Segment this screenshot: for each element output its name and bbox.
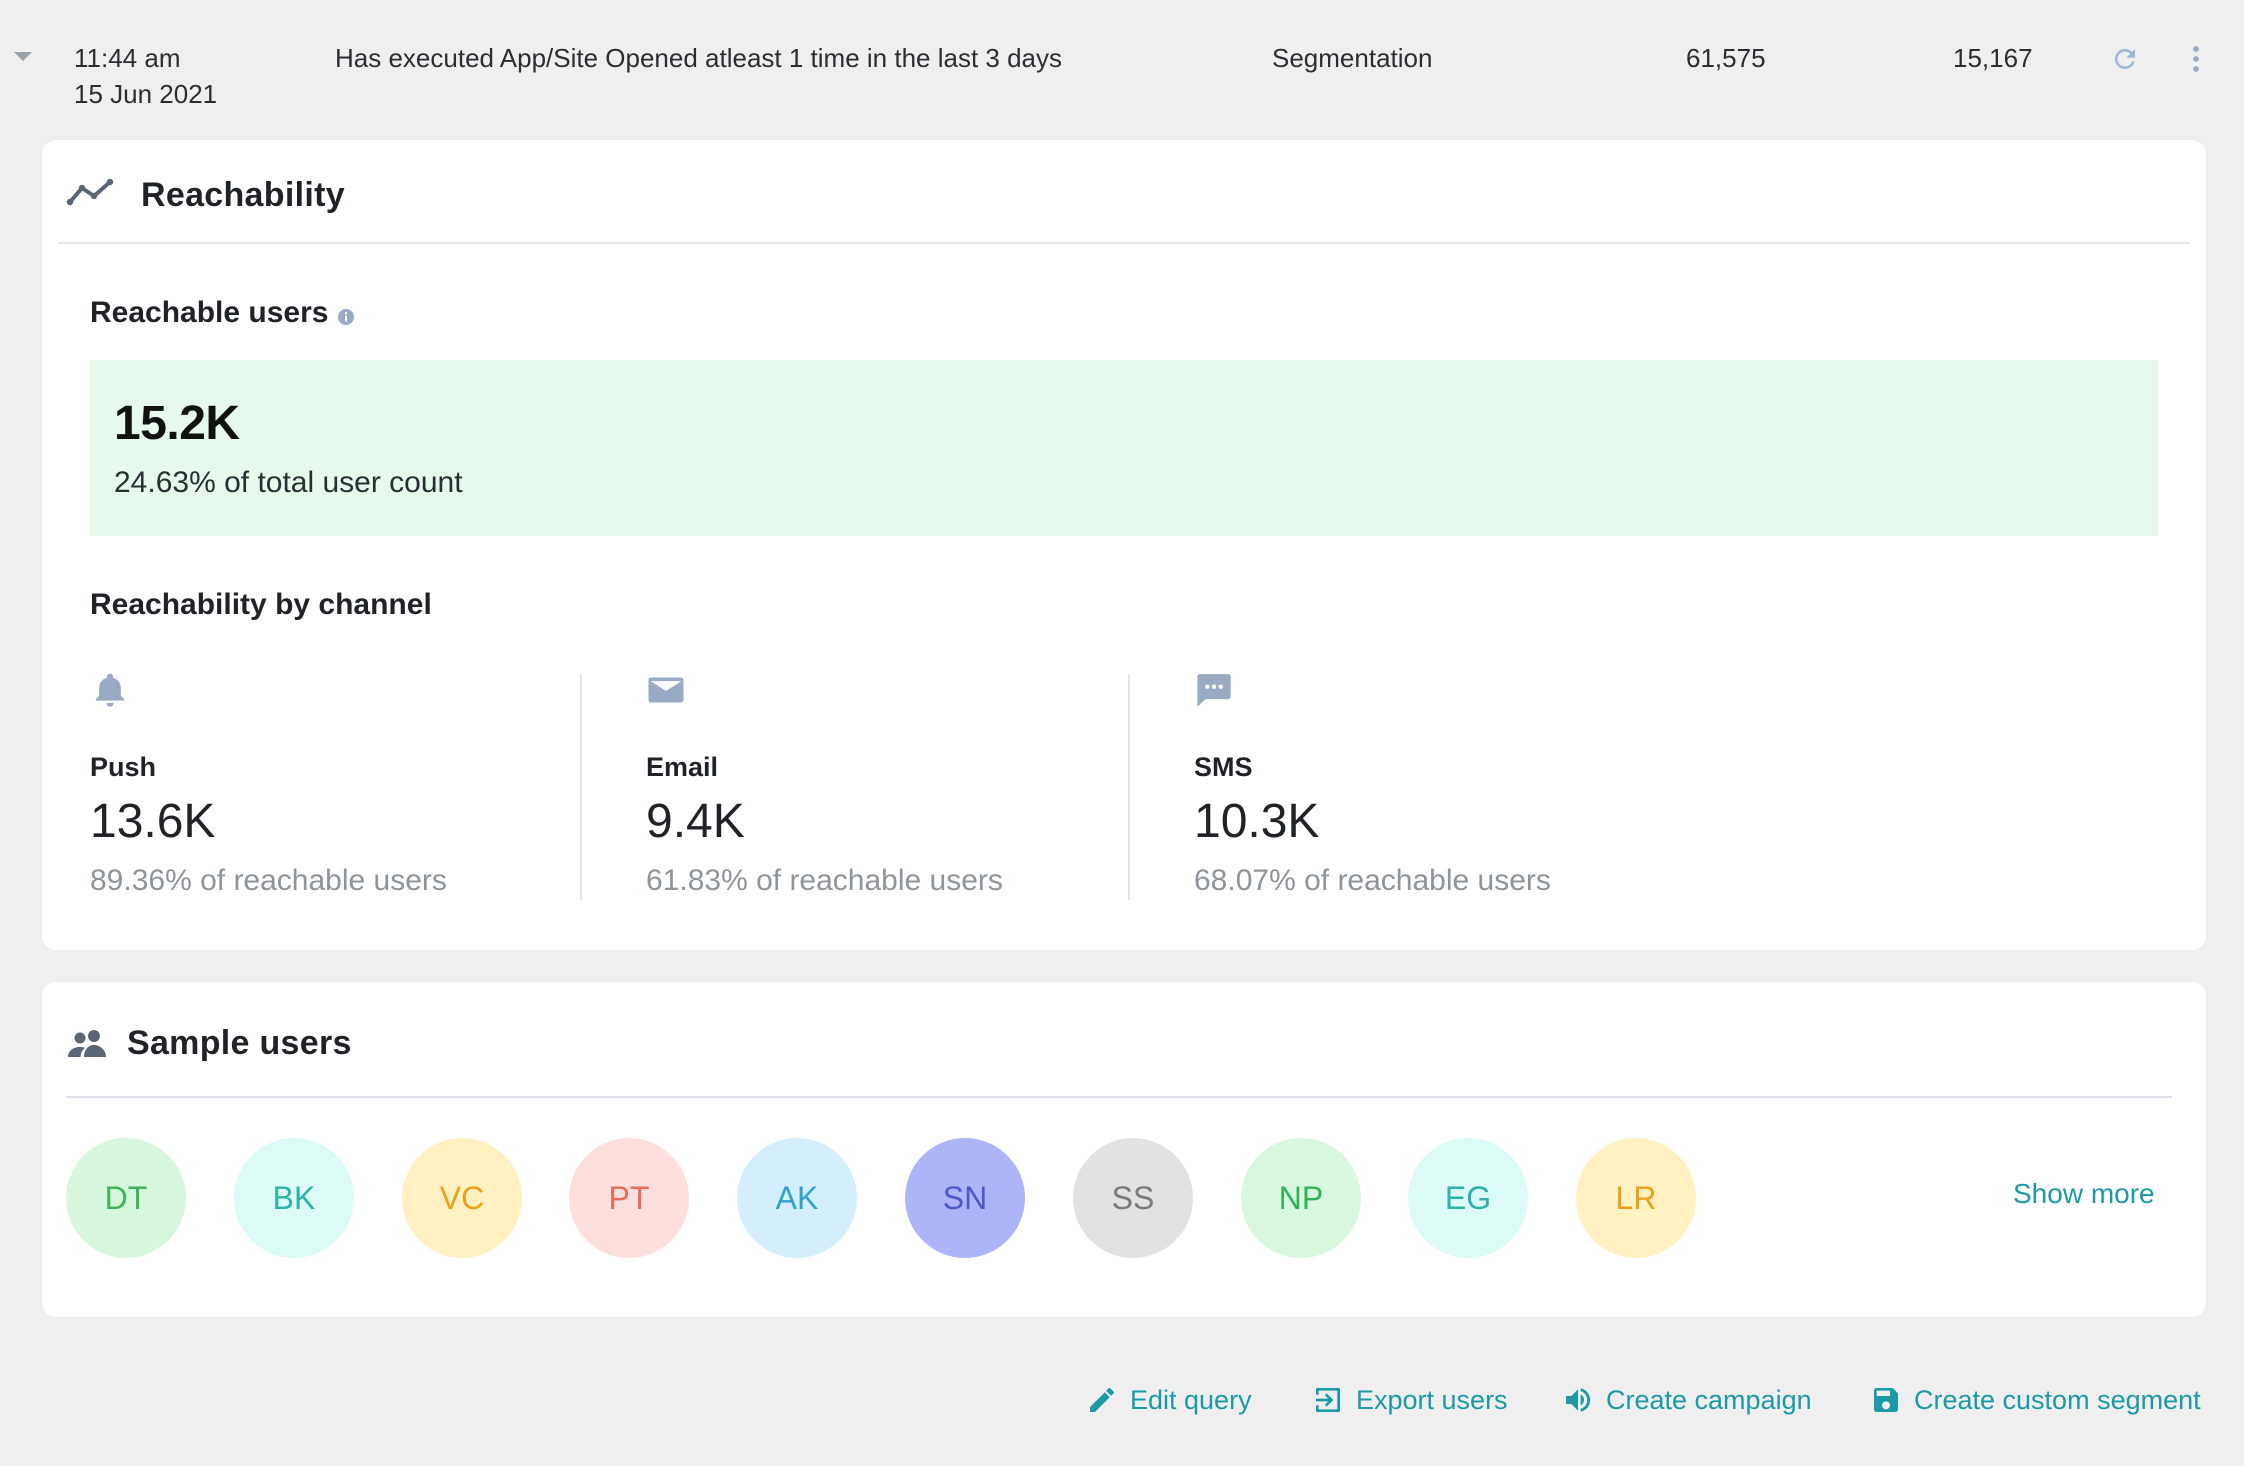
header-divider — [66, 1096, 2172, 1098]
user-avatar[interactable]: VC — [402, 1138, 522, 1258]
channel-sms: SMS 10.3K 68.07% of reachable users — [1194, 670, 1694, 902]
channel-push: Push 13.6K 89.36% of reachable users — [90, 670, 590, 902]
sample-users-header: Sample users — [42, 982, 2206, 1084]
reachability-by-channel-label: Reachability by channel — [90, 588, 432, 621]
reachability-card: Reachability Reachable users 15.2K 24.63… — [42, 140, 2206, 950]
user-initials: AK — [775, 1179, 819, 1216]
user-initials: EG — [1444, 1179, 1492, 1216]
channel-value: 13.6K — [90, 795, 216, 848]
user-initials: VC — [439, 1179, 485, 1216]
edit-query-label: Edit query — [1130, 1384, 1252, 1415]
user-avatar[interactable]: AK — [737, 1138, 857, 1258]
user-avatar[interactable]: SS — [1073, 1138, 1193, 1258]
reachable-users-value: 15.2K — [114, 397, 240, 450]
user-initials: LR — [1615, 1179, 1657, 1216]
user-initials: SN — [942, 1179, 988, 1216]
user-initials: DT — [104, 1179, 148, 1216]
mail-icon — [648, 677, 684, 703]
reachable-user-count: 15,167 — [1953, 43, 2033, 73]
user-initials: SS — [1111, 1179, 1155, 1216]
collapse-caret-icon[interactable] — [14, 52, 32, 61]
chat-icon — [1197, 674, 1231, 707]
sample-users-title: Sample users — [127, 1024, 352, 1062]
total-user-count: 61,575 — [1686, 43, 1766, 73]
row-time: 11:44 am — [74, 43, 181, 73]
user-avatar[interactable]: SN — [905, 1138, 1025, 1258]
info-icon[interactable] — [337, 308, 355, 326]
more-options-icon[interactable] — [2190, 44, 2202, 74]
save-icon — [1874, 1388, 1898, 1412]
channel-value: 10.3K — [1194, 795, 1320, 848]
export-users-button[interactable]: Export users — [1312, 1380, 1508, 1420]
user-initials: PT — [608, 1179, 650, 1216]
pencil-icon — [1090, 1388, 1114, 1412]
show-more-link[interactable]: Show more — [2013, 1178, 2155, 1209]
export-icon — [1316, 1388, 1340, 1412]
query-description: Has executed App/Site Opened atleast 1 t… — [335, 43, 1062, 73]
timestamp: 11:44 am 15 Jun 2021 — [74, 40, 217, 112]
channel-value: 9.4K — [646, 795, 745, 848]
user-avatar[interactable]: EG — [1408, 1138, 1528, 1258]
row-date: 15 Jun 2021 — [74, 79, 218, 109]
channel-email: Email 9.4K 61.83% of reachable users — [646, 670, 1146, 902]
user-avatar[interactable]: BK — [234, 1138, 354, 1258]
channel-percentage: 68.07% of reachable users — [1194, 864, 1551, 897]
reachability-header: Reachability — [42, 140, 2206, 242]
trend-line-icon — [66, 178, 114, 206]
user-avatar[interactable]: LR — [1576, 1138, 1696, 1258]
user-initials: NP — [1278, 1179, 1324, 1216]
channel-separator — [1128, 674, 1130, 900]
edit-query-button[interactable]: Edit query — [1086, 1380, 1252, 1420]
create-custom-segment-label: Create custom segment — [1914, 1384, 2201, 1415]
channel-name: SMS — [1194, 752, 1253, 782]
export-users-label: Export users — [1356, 1384, 1508, 1415]
sample-users-card: Sample users DT BK VC PT AK SN SS NP EG LR Show m… — [42, 982, 2206, 1317]
header-divider — [58, 242, 2190, 244]
people-icon — [68, 1030, 106, 1057]
reachable-users-percentage: 24.63% of total user count — [114, 466, 463, 499]
reachable-summary-box: 15.2K 24.63% of total user count — [90, 360, 2158, 536]
reachable-users-label: Reachable users — [90, 296, 329, 329]
megaphone-icon — [1566, 1388, 1591, 1412]
user-avatar[interactable]: DT — [66, 1138, 186, 1258]
channel-percentage: 89.36% of reachable users — [90, 864, 447, 897]
user-avatar[interactable]: NP — [1241, 1138, 1361, 1258]
user-initials: BK — [272, 1179, 316, 1216]
channel-name: Email — [646, 752, 719, 782]
create-custom-segment-button[interactable]: Create custom segment — [1870, 1380, 2201, 1420]
reachability-title: Reachability — [141, 176, 345, 214]
channel-percentage: 61.83% of reachable users — [646, 864, 1003, 897]
query-history-row[interactable]: 11:44 am 15 Jun 2021 Has executed App/Si… — [0, 0, 2244, 140]
bell-icon — [96, 673, 124, 707]
user-avatar[interactable]: PT — [569, 1138, 689, 1258]
create-campaign-label: Create campaign — [1606, 1384, 1812, 1415]
refresh-icon[interactable] — [2110, 44, 2140, 74]
channel-name: Push — [90, 752, 157, 782]
channel-separator — [580, 674, 582, 900]
create-campaign-button[interactable]: Create campaign — [1562, 1380, 1812, 1420]
query-source: Segmentation — [1272, 43, 1433, 73]
